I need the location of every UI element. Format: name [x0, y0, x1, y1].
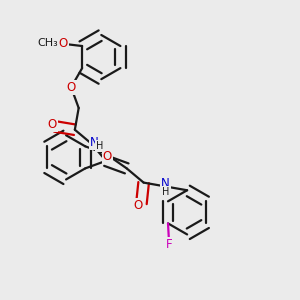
Text: H: H	[162, 187, 169, 197]
Text: CH₃: CH₃	[37, 38, 58, 48]
Text: O: O	[47, 118, 57, 131]
Text: O: O	[59, 37, 68, 50]
Text: N: N	[90, 136, 99, 149]
Text: F: F	[166, 238, 172, 251]
Text: N: N	[161, 177, 170, 190]
Text: O: O	[103, 150, 112, 163]
Text: O: O	[134, 199, 143, 212]
Text: O: O	[67, 81, 76, 94]
Text: H: H	[96, 141, 103, 151]
